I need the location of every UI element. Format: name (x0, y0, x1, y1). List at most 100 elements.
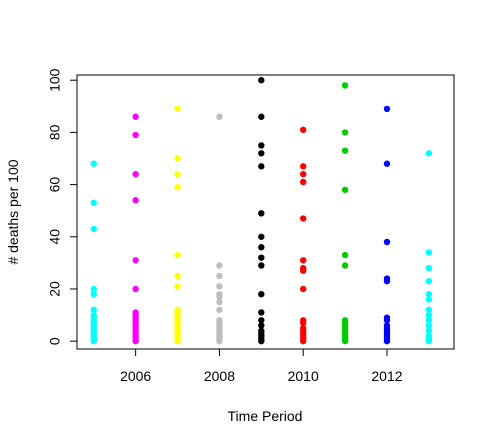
data-point (425, 249, 433, 256)
data-point (300, 285, 307, 293)
data-point (341, 251, 349, 259)
data-point (425, 311, 433, 319)
data-point (300, 215, 307, 222)
data-point (132, 257, 139, 264)
series-2006 (132, 113, 139, 345)
data-point (258, 163, 265, 170)
data-point (383, 317, 391, 324)
data-point (132, 197, 139, 204)
data-point (300, 257, 307, 264)
data-point (132, 113, 139, 120)
data-point (300, 170, 307, 178)
data-point (216, 306, 223, 314)
y-tick-label: 40 (47, 229, 63, 245)
data-point (216, 337, 223, 345)
data-point (300, 319, 307, 327)
data-point (341, 82, 349, 89)
data-point (258, 77, 265, 84)
data-point (90, 199, 97, 207)
data-point (258, 142, 265, 149)
x-tick-label: 2010 (288, 368, 319, 384)
series-2011 (341, 82, 349, 345)
data-point (341, 147, 349, 154)
data-point (425, 306, 433, 314)
data-point (425, 327, 433, 334)
x-tick-label: 2006 (120, 368, 151, 384)
y-tick-label: 80 (47, 124, 63, 140)
data-point (383, 105, 391, 113)
data-point (90, 306, 97, 314)
data-point (300, 178, 307, 186)
data-point (258, 113, 265, 120)
data-point (216, 262, 223, 269)
data-point (216, 113, 223, 120)
data-point (383, 337, 391, 345)
data-point (258, 317, 265, 324)
y-tick-label: 100 (47, 68, 63, 92)
series-2009 (258, 77, 265, 345)
data-point (90, 285, 97, 293)
data-point (258, 262, 265, 269)
data-point (174, 170, 181, 178)
data-point (258, 309, 265, 316)
data-point (425, 337, 433, 345)
data-point (300, 126, 307, 133)
series-2012 (383, 105, 391, 345)
data-point (174, 184, 181, 191)
data-point (174, 283, 181, 290)
x-tick-label: 2012 (371, 368, 402, 384)
data-point (383, 277, 391, 285)
data-point (132, 337, 139, 345)
data-point (258, 233, 265, 240)
x-axis: 2006 2008 2010 2012 (120, 348, 403, 384)
data-point (300, 163, 307, 170)
y-tick-label: 60 (47, 177, 63, 193)
series-2008 (216, 113, 223, 345)
data-point (174, 272, 181, 280)
data-point (341, 129, 349, 136)
data-point (132, 131, 139, 139)
data-point (132, 285, 139, 293)
data-point (216, 283, 223, 290)
data-point (174, 105, 181, 113)
y-axis-title: # deaths per 100 (5, 159, 21, 264)
data-point (90, 291, 97, 298)
series-2005 (90, 160, 97, 345)
data-point (258, 150, 265, 157)
data-point (174, 251, 181, 259)
data-point (258, 210, 265, 217)
data-point (341, 262, 349, 269)
data-point (258, 244, 265, 251)
data-point (383, 238, 391, 246)
x-axis-title: Time Period (228, 408, 303, 424)
data-point (174, 155, 181, 162)
data-point (425, 291, 433, 298)
data-point (258, 291, 265, 298)
data-point (425, 296, 433, 303)
y-tick-label: 0 (47, 337, 63, 345)
series-2007 (174, 105, 181, 345)
series-2010 (300, 126, 307, 345)
data-point (90, 160, 97, 167)
data-point (300, 267, 307, 274)
data-point (300, 337, 307, 345)
y-axis: 0 20 40 60 80 100 (47, 68, 78, 345)
data-point (174, 337, 181, 345)
data-point (383, 160, 391, 167)
series-2013 (425, 150, 433, 345)
data-point (258, 322, 265, 329)
data-point (216, 272, 223, 280)
data-point (425, 322, 433, 329)
data-point (258, 337, 265, 345)
data-point (341, 337, 349, 345)
y-tick-label: 20 (47, 281, 63, 297)
data-point (132, 170, 139, 178)
data-points (90, 77, 433, 345)
data-point (425, 150, 433, 157)
data-point (425, 264, 433, 272)
data-point (258, 254, 265, 261)
data-point (425, 317, 433, 324)
x-tick-label: 2008 (204, 368, 235, 384)
